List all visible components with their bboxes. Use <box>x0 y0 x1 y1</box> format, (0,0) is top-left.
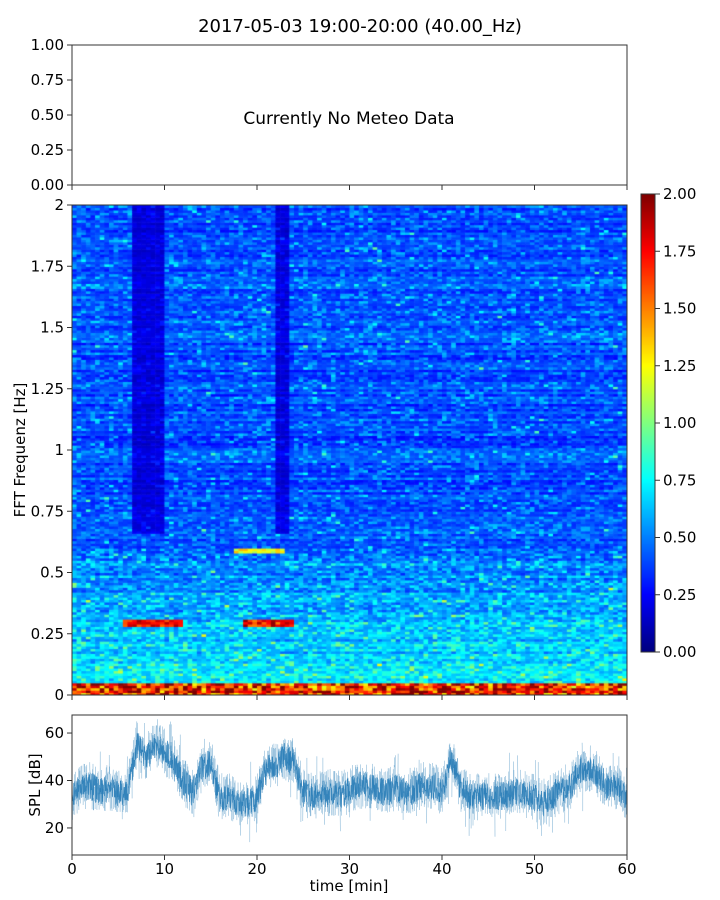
spec-ytick-label: 2 <box>54 196 64 214</box>
figure-title: 2017-05-03 19:00-20:00 (40.00_Hz) <box>198 16 522 37</box>
cbar-ytick-label: 0.25 <box>663 586 696 604</box>
spec-ytick-label: 0.5 <box>40 564 64 582</box>
cbar-ytick-label: 0.00 <box>663 643 696 661</box>
spectrogram-panel: FFT Frequenz [Hz] 0 0.25 0.5 0.75 1 1.25 1.5 1.… <box>11 196 628 704</box>
spl-xtick-label: 40 <box>432 860 451 878</box>
cbar-ytick-label: 2.00 <box>663 185 696 203</box>
spec-ytick-label: 1.25 <box>31 380 64 398</box>
meteo-ytick-label: 0.50 <box>31 106 64 124</box>
spl-series <box>71 732 628 817</box>
spec-ytick-label: 0 <box>54 686 64 704</box>
spectrogram-ylabel: FFT Frequenz [Hz] <box>11 383 29 518</box>
spec-ytick-label: 1 <box>54 441 64 459</box>
spectrogram-heatmap <box>72 205 627 695</box>
spl-panel: SPL [dB] time [min] 20 40 60 0 10 20 30 40 50 60 <box>26 714 637 895</box>
colorbar <box>641 194 655 652</box>
spec-ytick-label: 1.5 <box>40 319 64 337</box>
no-data-annotation: Currently No Meteo Data <box>243 109 454 129</box>
spl-xtick-label: 30 <box>340 860 359 878</box>
spec-ytick-label: 1.75 <box>31 257 64 275</box>
meteo-ytick-label: 1.00 <box>31 36 64 54</box>
spl-xlabel: time [min] <box>310 877 389 895</box>
spec-ytick-label: 0.25 <box>31 625 64 643</box>
spl-xtick-label: 20 <box>247 860 266 878</box>
cbar-ytick-label: 0.75 <box>663 471 696 489</box>
meteo-ytick-label: 0.25 <box>31 141 64 159</box>
cbar-ytick-label: 1.00 <box>663 414 696 432</box>
cbar-ytick-label: 1.75 <box>663 242 696 260</box>
spl-envelope <box>71 719 628 843</box>
spl-xtick-label: 50 <box>525 860 544 878</box>
colorbar-axis: 0.00 0.25 0.50 0.75 1.00 1.25 1.50 1.75 2.00 <box>640 185 696 661</box>
cbar-ytick-label: 1.50 <box>663 300 696 318</box>
spl-xtick-label: 60 <box>617 860 636 878</box>
meteo-panel: Currently No Meteo Data 0.00 0.25 0.50 0.75… <box>31 36 628 194</box>
meteo-ytick-label: 0.75 <box>31 71 64 89</box>
spec-ytick-label: 0.75 <box>31 502 64 520</box>
cbar-ytick-label: 0.50 <box>663 529 696 547</box>
spl-xtick-label: 10 <box>155 860 174 878</box>
spl-ylabel: SPL [dB] <box>26 753 44 816</box>
spl-line <box>71 719 628 843</box>
spl-xtick-label: 0 <box>67 860 77 878</box>
spl-ytick-label: 60 <box>45 724 64 742</box>
meteo-ytick-label: 0.00 <box>31 176 64 194</box>
spl-ytick-label: 40 <box>45 771 64 789</box>
cbar-ytick-label: 1.25 <box>663 357 696 375</box>
spl-ytick-label: 20 <box>45 819 64 837</box>
